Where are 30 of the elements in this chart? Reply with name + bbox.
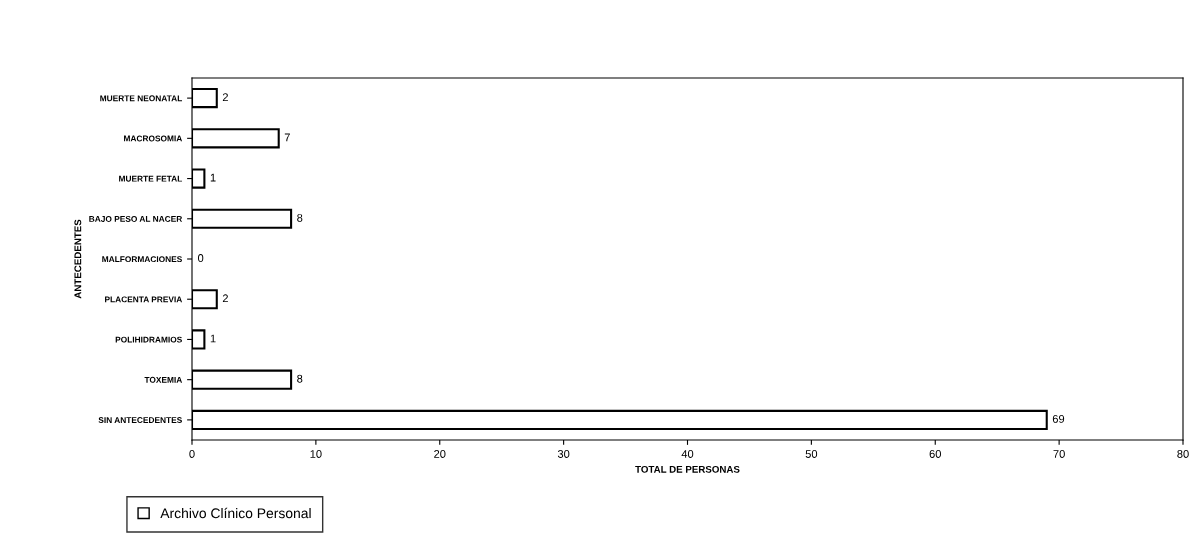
x-tick-label: 10 [310, 450, 322, 458]
y-axis-title: ANTECEDENTES [74, 219, 82, 299]
y-tick-label: MACROSOMIA [124, 135, 183, 142]
y-tick-label: PLACENTA PREVIA [105, 296, 183, 303]
y-tick-label: MALFORMACIONES [102, 256, 182, 263]
x-tick-label: 20 [434, 450, 446, 458]
data-label: 1 [210, 173, 216, 182]
data-label: 1 [210, 334, 216, 343]
y-tick-label: SIN ANTECEDENTES [98, 417, 182, 423]
y-tick-label: TOXEMIA [144, 376, 183, 383]
data-label: 8 [297, 213, 303, 222]
data-label: 2 [222, 93, 228, 101]
x-axis-title: TOTAL DE PERSONAS [635, 465, 740, 473]
x-tick-label: 80 [1177, 450, 1189, 458]
y-tick-label: MUERTE FETAL [119, 175, 183, 182]
x-tick-label: 50 [805, 450, 818, 458]
data-label: 69 [1052, 415, 1065, 423]
x-tick-label: 0 [189, 450, 195, 458]
y-tick-label: BAJO PESO AL NACER [89, 215, 183, 222]
data-label: 7 [284, 133, 290, 142]
y-tick-label: MUERTE NEONATAL [100, 95, 183, 102]
legend-label: Archivo Clínico Personal [160, 507, 311, 519]
y-tick-label: POLIHIDRAMIOS [115, 336, 182, 343]
x-tick-label: 70 [1053, 450, 1065, 458]
x-tick-label: 30 [557, 450, 570, 458]
data-label: 0 [197, 254, 204, 262]
x-tick-label: 40 [681, 450, 694, 458]
data-label: 8 [297, 374, 303, 383]
x-tick-label: 60 [929, 450, 941, 458]
data-label: 2 [222, 294, 228, 303]
